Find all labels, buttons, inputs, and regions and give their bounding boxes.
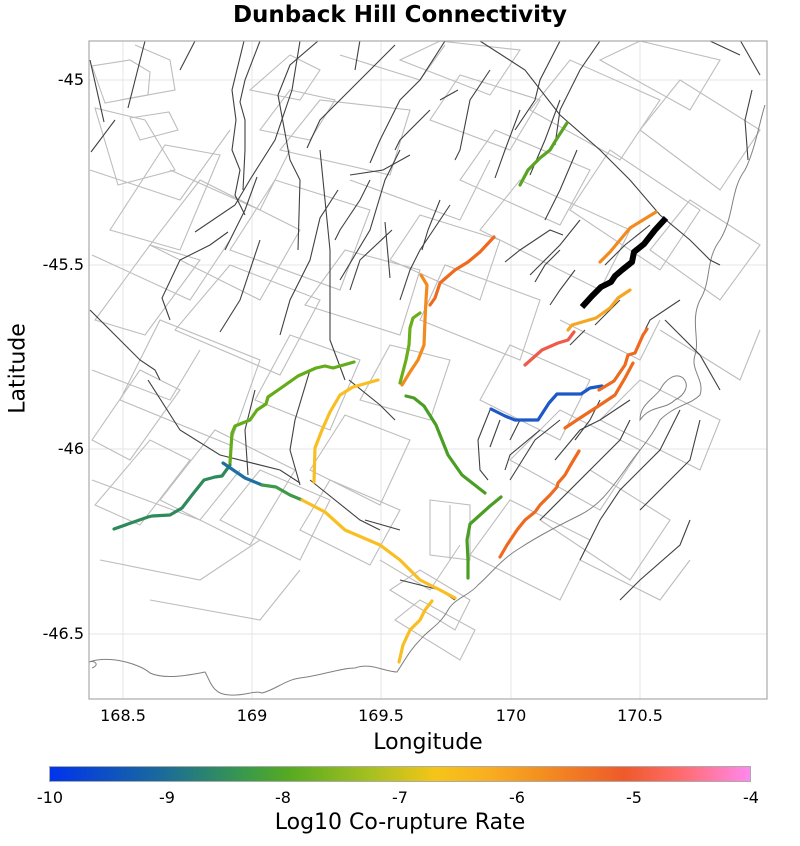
chart-title: Dunback Hill Connectivity <box>232 2 568 28</box>
colorbar-tick: -4 <box>743 788 759 807</box>
plot-border <box>88 40 768 700</box>
x-axis-label: Longitude <box>373 730 483 755</box>
y-tick-label: -45.5 <box>42 255 84 274</box>
colorbar-tick: -6 <box>509 788 525 807</box>
section-11 <box>112 463 232 531</box>
x-tick-label: 169.5 <box>358 706 404 725</box>
x-tick-label: 170.5 <box>617 706 663 725</box>
section-7 <box>398 311 422 385</box>
section-18 <box>597 327 649 392</box>
section-9 <box>312 378 380 484</box>
section-5 <box>428 235 496 307</box>
coastline <box>89 104 766 696</box>
section-20 <box>498 449 581 559</box>
colorbar-tick: -10 <box>36 788 64 807</box>
section-4 <box>523 330 576 367</box>
section-14 <box>300 498 457 600</box>
section-15 <box>397 599 434 664</box>
y-tick-label: -46.5 <box>42 624 84 643</box>
section-2 <box>598 210 658 264</box>
y-axis-label: Latitude <box>5 323 31 414</box>
section-6 <box>400 273 429 387</box>
y-tick-label: -46 <box>57 439 84 458</box>
colorbar-tick: -9 <box>159 788 175 807</box>
colorbar-tick: -8 <box>275 788 291 807</box>
section-13 <box>260 483 304 502</box>
x-tick-label: 169 <box>236 706 268 725</box>
section-12 <box>221 461 264 487</box>
colorbar-label: Log10 Co-rupture Rate <box>274 810 526 835</box>
x-tick-label: 168.5 <box>100 706 146 725</box>
section-3 <box>566 288 632 332</box>
section-19 <box>563 361 635 430</box>
grid-lines <box>89 41 767 699</box>
source-fault-dunback-hill <box>579 215 669 310</box>
colorbar-tick: -5 <box>626 788 642 807</box>
section-8 <box>404 394 487 495</box>
plot-area <box>89 41 767 699</box>
section-17 <box>489 384 604 422</box>
section-10 <box>228 360 356 465</box>
co-rupture-sections <box>112 121 658 664</box>
section-1 <box>518 121 569 187</box>
y-tick-label: -45 <box>57 70 84 89</box>
colorbar <box>49 766 751 782</box>
section-16 <box>465 495 503 580</box>
colorbar-tick: -7 <box>392 788 408 807</box>
x-tick-label: 170 <box>495 706 527 725</box>
